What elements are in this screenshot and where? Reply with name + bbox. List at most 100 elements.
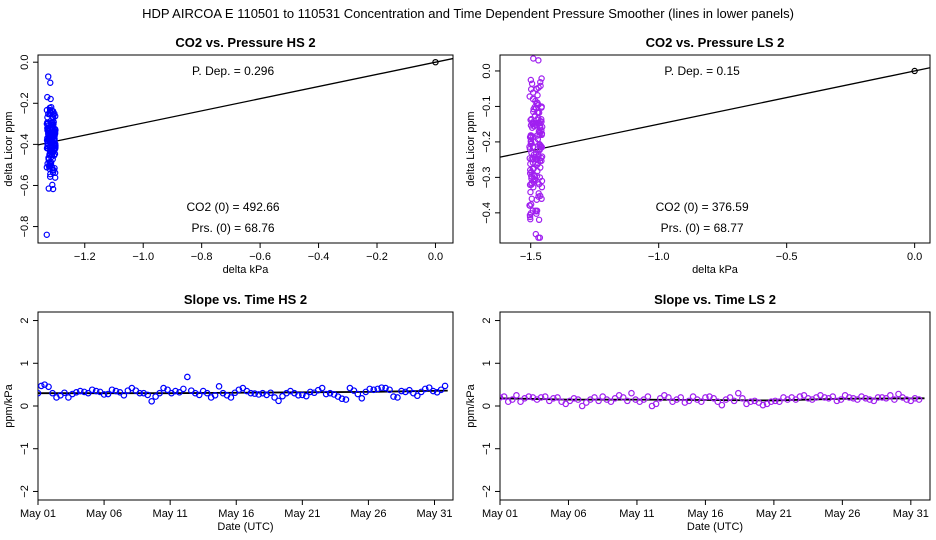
plot-frame bbox=[37, 311, 454, 501]
data-point bbox=[358, 395, 366, 402]
data-point bbox=[681, 399, 689, 406]
data-point bbox=[295, 392, 302, 399]
data-point bbox=[759, 401, 767, 409]
data-point bbox=[527, 216, 534, 223]
fit-line bbox=[38, 57, 453, 146]
data-point bbox=[203, 389, 211, 397]
data-point bbox=[152, 393, 159, 400]
data-point bbox=[247, 389, 255, 397]
data-point bbox=[528, 179, 535, 187]
data-point bbox=[533, 196, 540, 203]
data-point bbox=[46, 147, 54, 155]
data-point bbox=[421, 385, 429, 393]
panel-title: CO2 vs. Pressure HS 2 bbox=[175, 35, 315, 50]
data-point bbox=[73, 389, 80, 396]
data-point bbox=[578, 402, 586, 410]
data-point bbox=[46, 125, 54, 133]
data-point bbox=[541, 393, 549, 400]
data-point bbox=[644, 393, 652, 400]
data-point bbox=[45, 185, 52, 192]
x-tick-label: May 21 bbox=[756, 508, 792, 520]
data-point bbox=[425, 384, 433, 391]
data-point bbox=[44, 119, 51, 126]
data-point bbox=[48, 103, 55, 111]
data-point bbox=[394, 394, 401, 401]
y-tick-label: −0.3 bbox=[481, 167, 493, 189]
data-point bbox=[92, 387, 100, 395]
annotation-prs-0: Prs. (0) = 68.76 bbox=[192, 221, 275, 235]
data-point-outlier bbox=[535, 57, 542, 64]
data-point bbox=[80, 388, 88, 396]
y-tick-label: −0.2 bbox=[19, 92, 31, 114]
data-point bbox=[45, 383, 52, 391]
data-point bbox=[611, 395, 619, 402]
y-tick-label: 0 bbox=[19, 403, 31, 409]
data-point bbox=[140, 389, 148, 397]
data-point bbox=[100, 391, 108, 398]
data-point bbox=[441, 382, 449, 390]
data-point bbox=[326, 389, 334, 397]
y-tick-label: −0.4 bbox=[19, 134, 31, 156]
data-point bbox=[528, 124, 536, 131]
data-point bbox=[535, 216, 543, 224]
data-point bbox=[112, 387, 120, 395]
data-point bbox=[886, 392, 894, 399]
data-point bbox=[76, 387, 84, 395]
data-point bbox=[800, 392, 808, 399]
x-tick-label: −0.8 bbox=[191, 251, 213, 263]
panel-p2: CO2 vs. Pressure LS 2 −1.5 −1.0 −0.5 0.0 delt… bbox=[465, 35, 931, 276]
data-point bbox=[528, 149, 535, 156]
data-point bbox=[350, 387, 358, 394]
data-point bbox=[251, 390, 259, 397]
y-axis-label: delta Licor ppm bbox=[3, 111, 15, 186]
data-point bbox=[804, 395, 812, 402]
panel-title: Slope vs. Time LS 2 bbox=[654, 292, 776, 307]
x-tick-label: May 21 bbox=[284, 508, 320, 520]
x-tick-label: May 16 bbox=[687, 508, 723, 520]
data-point bbox=[529, 159, 537, 166]
data-point bbox=[108, 386, 116, 394]
data-point bbox=[652, 400, 660, 408]
data-point bbox=[850, 395, 857, 402]
x-tick-label: −1.5 bbox=[520, 251, 542, 263]
data-point bbox=[858, 393, 865, 400]
plot-frame bbox=[499, 54, 931, 244]
data-point bbox=[88, 386, 96, 394]
data-point bbox=[259, 389, 266, 397]
data-point bbox=[500, 394, 504, 401]
y-tick-label: −2 bbox=[19, 485, 31, 498]
data-point bbox=[61, 389, 68, 397]
data-point bbox=[537, 117, 544, 125]
data-point bbox=[532, 207, 539, 214]
data-point bbox=[120, 392, 128, 399]
data-point bbox=[215, 383, 223, 390]
data-point bbox=[535, 193, 542, 200]
data-point bbox=[500, 393, 508, 400]
data-point bbox=[38, 389, 42, 397]
data-point bbox=[528, 115, 535, 123]
x-tick-label: May 01 bbox=[20, 508, 56, 520]
y-tick-label: −0.6 bbox=[19, 175, 31, 197]
data-point bbox=[47, 95, 54, 103]
data-point bbox=[726, 394, 734, 401]
x-tick-label: 0.0 bbox=[907, 251, 922, 263]
x-tick-label: May 26 bbox=[824, 508, 860, 520]
x-tick-label: −1.2 bbox=[74, 251, 96, 263]
data-point bbox=[874, 394, 882, 401]
data-point bbox=[866, 396, 874, 403]
x-axis-label: Date (UTC) bbox=[217, 521, 273, 533]
data-point bbox=[255, 391, 263, 398]
data-point bbox=[529, 89, 537, 96]
data-point bbox=[370, 386, 378, 394]
data-point bbox=[437, 386, 445, 394]
data-point bbox=[527, 76, 535, 84]
x-axis-label: delta kPa bbox=[692, 264, 739, 276]
x-tick-label: May 16 bbox=[218, 508, 254, 520]
data-point bbox=[562, 400, 570, 408]
data-point bbox=[275, 397, 282, 405]
data-layer bbox=[38, 57, 453, 238]
data-point bbox=[595, 397, 602, 405]
data-point bbox=[526, 202, 533, 209]
y-tick-label: −0.1 bbox=[481, 96, 493, 118]
data-point bbox=[306, 388, 314, 396]
